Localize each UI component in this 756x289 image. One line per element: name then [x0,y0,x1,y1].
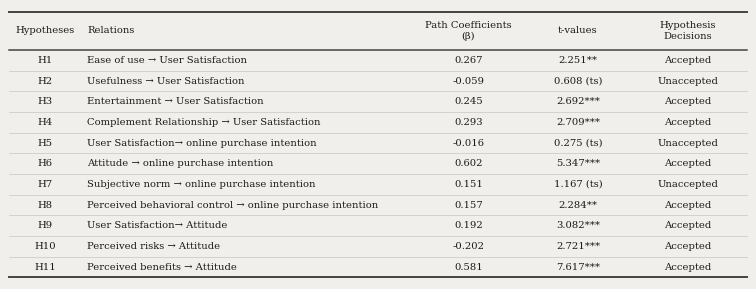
Text: -0.059: -0.059 [452,77,485,86]
Text: 0.192: 0.192 [454,221,483,230]
Text: 0.267: 0.267 [454,56,482,65]
Text: Ease of use → User Satisfaction: Ease of use → User Satisfaction [87,56,247,65]
Text: Hypotheses: Hypotheses [15,26,75,35]
Text: User Satisfaction→ Attitude: User Satisfaction→ Attitude [87,221,228,230]
Text: H2: H2 [37,77,53,86]
Text: Accepted: Accepted [664,263,711,272]
Text: 1.167 (ts): 1.167 (ts) [553,180,603,189]
Text: 7.617***: 7.617*** [556,263,600,272]
Text: -0.016: -0.016 [452,139,485,148]
Text: 0.245: 0.245 [454,97,483,106]
Text: Attitude → online purchase intention: Attitude → online purchase intention [87,159,274,168]
Text: Entertainment → User Satisfaction: Entertainment → User Satisfaction [87,97,264,106]
Text: 2.709***: 2.709*** [556,118,600,127]
Text: Accepted: Accepted [664,56,711,65]
Text: 2.284**: 2.284** [559,201,597,210]
Text: H4: H4 [37,118,53,127]
Text: 0.608 (ts): 0.608 (ts) [553,77,603,86]
Text: 0.581: 0.581 [454,263,483,272]
Text: Unaccepted: Unaccepted [657,180,718,189]
Text: 2.721***: 2.721*** [556,242,600,251]
Text: Complement Relationship → User Satisfaction: Complement Relationship → User Satisfact… [87,118,321,127]
Text: Hypothesis
Decisions: Hypothesis Decisions [659,21,716,41]
Text: 0.157: 0.157 [454,201,483,210]
Text: Accepted: Accepted [664,242,711,251]
Text: 0.602: 0.602 [454,159,482,168]
Text: H7: H7 [37,180,53,189]
Text: 5.347***: 5.347*** [556,159,600,168]
Text: Perceived benefits → Attitude: Perceived benefits → Attitude [87,263,237,272]
Text: H5: H5 [37,139,53,148]
Text: 2.692***: 2.692*** [556,97,600,106]
Text: H11: H11 [34,263,56,272]
Text: Perceived risks → Attitude: Perceived risks → Attitude [87,242,220,251]
Text: H10: H10 [34,242,56,251]
Text: Accepted: Accepted [664,118,711,127]
Text: H8: H8 [37,201,53,210]
Text: Perceived behavioral control → online purchase intention: Perceived behavioral control → online pu… [87,201,378,210]
Text: 2.251**: 2.251** [559,56,597,65]
Text: Unaccepted: Unaccepted [657,77,718,86]
Text: Accepted: Accepted [664,97,711,106]
Text: Accepted: Accepted [664,159,711,168]
Text: H6: H6 [38,159,52,168]
Text: Subjective norm → online purchase intention: Subjective norm → online purchase intent… [87,180,315,189]
Text: Relations: Relations [87,26,135,35]
Text: Accepted: Accepted [664,221,711,230]
Text: Usefulness → User Satisfaction: Usefulness → User Satisfaction [87,77,244,86]
Text: Accepted: Accepted [664,201,711,210]
Text: 3.082***: 3.082*** [556,221,600,230]
Text: 0.151: 0.151 [454,180,483,189]
Text: Path Coefficients
(β): Path Coefficients (β) [425,21,512,41]
Text: t-values: t-values [558,26,598,35]
Text: Unaccepted: Unaccepted [657,139,718,148]
Text: 0.275 (ts): 0.275 (ts) [553,139,603,148]
Text: 0.293: 0.293 [454,118,482,127]
Text: User Satisfaction→ online purchase intention: User Satisfaction→ online purchase inten… [87,139,317,148]
Text: H1: H1 [37,56,53,65]
Text: H9: H9 [37,221,53,230]
Text: -0.202: -0.202 [452,242,485,251]
Text: H3: H3 [37,97,53,106]
